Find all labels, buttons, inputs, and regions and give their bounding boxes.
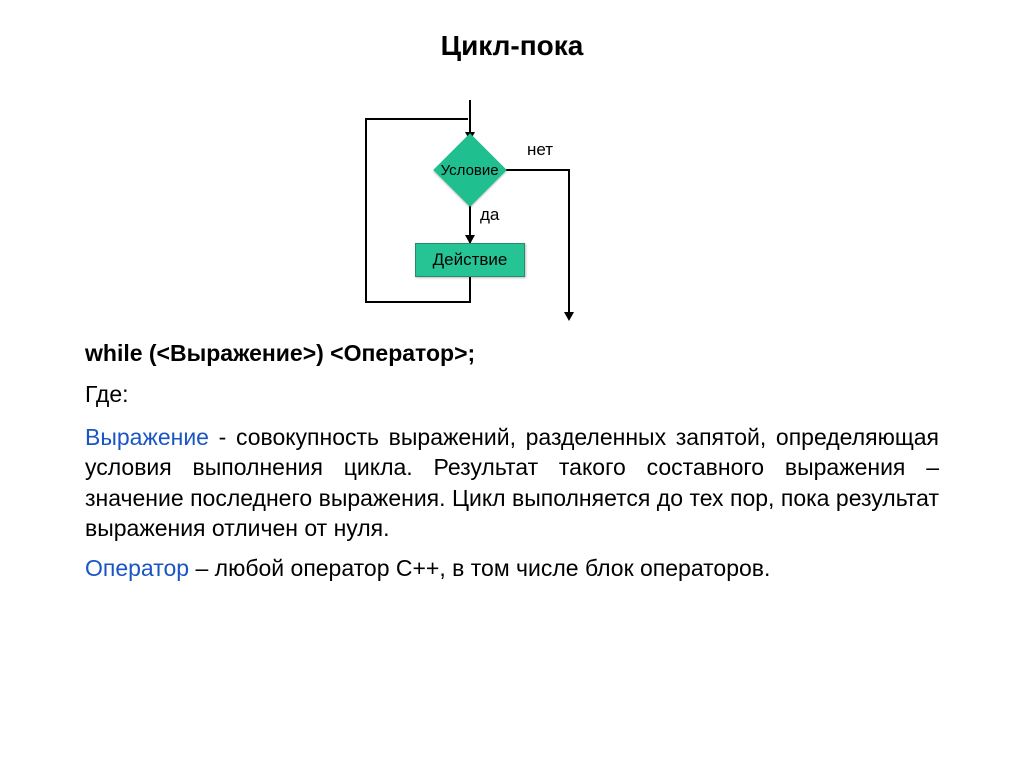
label-yes: да xyxy=(480,205,499,225)
flow-line-loop-top xyxy=(365,118,468,120)
term-expression: Выражение xyxy=(85,424,209,450)
where-label: Где: xyxy=(85,381,939,408)
term-operator: Оператор xyxy=(85,555,189,581)
condition-node: Условие xyxy=(433,133,507,207)
content-block: while (<Выражение>) <Оператор>; Где: Выр… xyxy=(85,340,939,594)
para-operator: Оператор – любой оператор С++, в том чис… xyxy=(85,553,939,583)
condition-label: Условие xyxy=(441,162,499,179)
flow-line-loop-bottom xyxy=(365,301,471,303)
para-operator-text: – любой оператор С++, в том числе блок о… xyxy=(189,555,770,581)
page-title: Цикл-пока xyxy=(0,30,1024,62)
arrow-no-exit xyxy=(564,312,574,321)
action-label: Действие xyxy=(433,250,508,270)
para-expression: Выражение - совокупность выражений, разд… xyxy=(85,422,939,543)
label-no: нет xyxy=(527,140,553,160)
flow-line-action-down xyxy=(469,277,471,303)
para-expression-text: - совокупность выражений, разделенных за… xyxy=(85,424,939,541)
flow-line-loop-left xyxy=(365,118,367,303)
syntax-line: while (<Выражение>) <Оператор>; xyxy=(85,340,939,367)
flowchart: Условие Действие да нет xyxy=(360,100,660,320)
action-node: Действие xyxy=(415,243,525,277)
flow-line-no-down xyxy=(568,169,570,317)
flow-line-no-right xyxy=(505,169,570,171)
